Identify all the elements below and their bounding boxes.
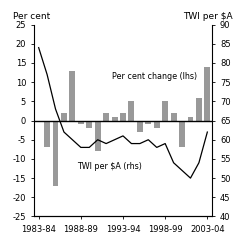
- Text: TWI per $A: TWI per $A: [183, 12, 233, 21]
- Bar: [120, 113, 126, 121]
- Bar: [53, 121, 59, 186]
- Bar: [44, 121, 50, 147]
- Bar: [103, 113, 109, 121]
- Bar: [78, 121, 84, 124]
- Bar: [204, 67, 210, 121]
- Bar: [112, 117, 118, 121]
- Bar: [137, 121, 143, 132]
- Bar: [187, 117, 193, 121]
- Text: Per cent: Per cent: [13, 12, 50, 21]
- Bar: [145, 121, 151, 124]
- Bar: [196, 97, 202, 121]
- Text: Per cent change (lhs): Per cent change (lhs): [112, 72, 198, 81]
- Bar: [171, 113, 177, 121]
- Bar: [61, 113, 67, 121]
- Bar: [69, 71, 75, 121]
- Bar: [128, 101, 134, 121]
- Bar: [179, 121, 185, 147]
- Bar: [154, 121, 160, 128]
- Bar: [162, 101, 168, 121]
- Bar: [86, 121, 92, 128]
- Text: TWI per $A (rhs): TWI per $A (rhs): [77, 162, 142, 171]
- Bar: [95, 121, 101, 151]
